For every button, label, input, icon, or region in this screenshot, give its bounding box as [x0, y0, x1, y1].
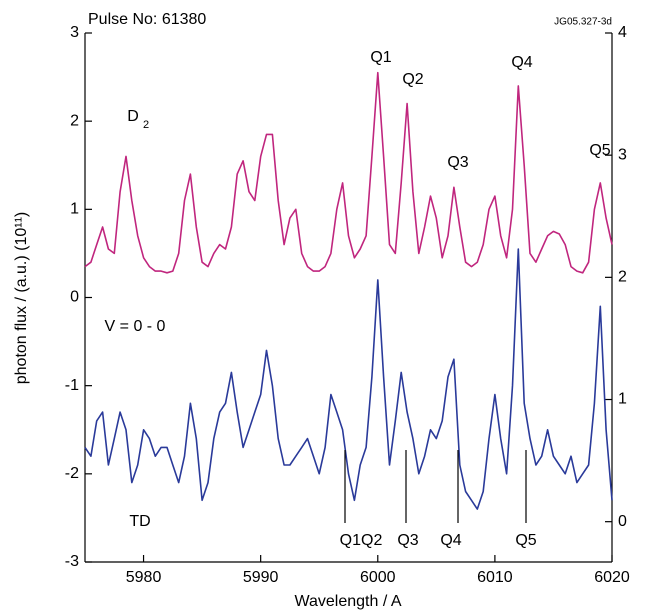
annotation: Q4 [440, 532, 461, 549]
y-tick-label: -3 [65, 553, 79, 570]
y2-tick-label: 3 [618, 146, 627, 163]
y-tick-label: 2 [70, 112, 79, 129]
y2-tick-label: 2 [618, 269, 627, 286]
x-tick-label: 6020 [594, 569, 630, 586]
annotation: Q3 [447, 154, 468, 171]
annotation: 2 [143, 119, 149, 131]
annotation: Q2 [402, 71, 423, 88]
spectrum-line [84, 71, 613, 274]
y-tick-label: -1 [65, 377, 79, 394]
y2-tick-label: 0 [618, 513, 627, 530]
y-tick-label: 1 [70, 201, 79, 218]
y2-tick-label: 1 [618, 391, 627, 408]
x-tick-label: 6010 [477, 569, 513, 586]
x-axis-label: Wavelength / A [294, 593, 401, 610]
y-axis-label: photon flux / (a.u.) (10¹¹) [13, 212, 30, 385]
figure-code: JG05.327-3d [554, 17, 612, 28]
y2-tick-label: 4 [618, 24, 627, 41]
x-tick-label: 6000 [360, 569, 396, 586]
annotation: Q4 [511, 54, 532, 71]
annotation: Q5 [589, 142, 610, 159]
x-tick-label: 5980 [126, 569, 162, 586]
y-tick-label: -2 [65, 465, 79, 482]
chart-title: Pulse No: 61380 [88, 11, 206, 28]
annotation: TD [129, 513, 150, 530]
x-tick-label: 5990 [243, 569, 279, 586]
spectrum-line [84, 248, 613, 510]
annotation: Q1Q2 [340, 532, 383, 549]
y-tick-label: 0 [70, 289, 79, 306]
annotation: V = 0 - 0 [105, 318, 166, 335]
annotation: Q1 [370, 49, 391, 66]
annotation: Q5 [515, 532, 536, 549]
y-tick-label: 3 [70, 24, 79, 41]
annotation: D [127, 108, 139, 125]
annotation: Q3 [397, 532, 418, 549]
